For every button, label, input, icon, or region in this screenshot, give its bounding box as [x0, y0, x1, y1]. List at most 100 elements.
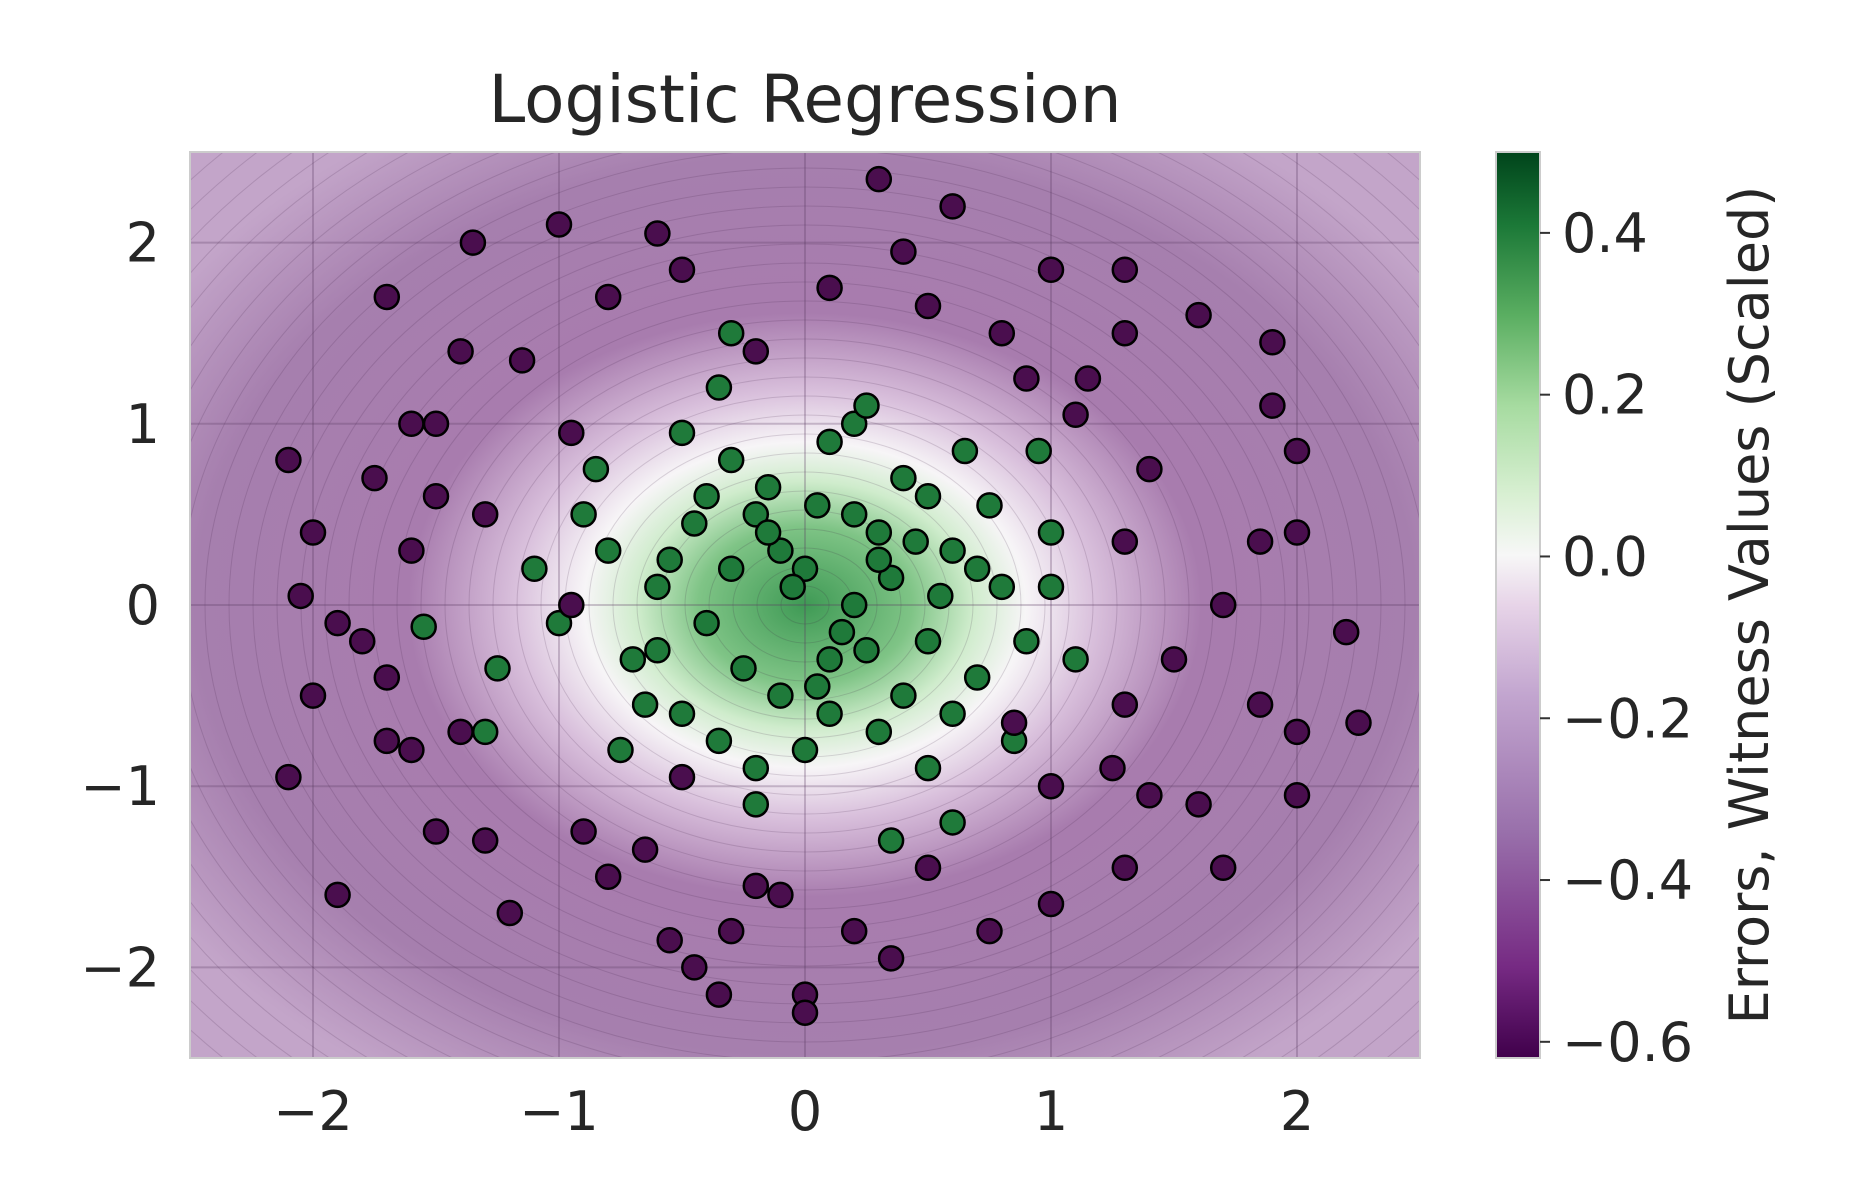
- scatter-point: [988, 573, 1016, 601]
- scatter-point: [287, 582, 314, 610]
- scatter-point: [668, 763, 696, 791]
- scatter-point: [914, 854, 942, 881]
- colorbar-tick-label: 0.4: [1562, 202, 1648, 265]
- scatter-point: [840, 501, 868, 528]
- scatter-point: [865, 546, 893, 573]
- scatter-point: [1111, 854, 1139, 881]
- scatter-point: [963, 664, 991, 691]
- scatter-point: [299, 682, 327, 709]
- scatter-point: [705, 374, 733, 401]
- scatter-point: [754, 473, 782, 501]
- scatter-point: [545, 609, 573, 637]
- scatter-point: [914, 292, 942, 320]
- x-tick-label: −1: [519, 1080, 599, 1143]
- contour-line: [252, 167, 1358, 1043]
- contour-line: [204, 152, 1406, 1058]
- x-axis-ticks: −2 −1 0 1 2: [273, 1080, 1314, 1143]
- scatter-point: [816, 700, 843, 727]
- colorbar-tick-label: 0.0: [1562, 525, 1648, 588]
- scatter-point: [902, 528, 929, 555]
- scatter-point: [447, 718, 474, 746]
- scatter-point: [398, 537, 425, 564]
- y-tick-label: −2: [80, 936, 160, 999]
- scatter-point: [742, 791, 770, 818]
- scatter-point: [865, 718, 893, 746]
- scatter-point: [877, 564, 905, 592]
- scatter-point: [705, 981, 733, 1008]
- scatter-point: [816, 274, 843, 302]
- scatter-point: [1283, 782, 1311, 809]
- scatter-point: [1259, 392, 1286, 419]
- scatter-point: [877, 827, 905, 854]
- scatter-point: [988, 319, 1016, 347]
- scatter-point: [730, 655, 757, 682]
- scatter-point: [681, 510, 708, 537]
- scatter-point: [693, 483, 720, 510]
- scatter-point: [1136, 782, 1163, 809]
- scatter-point: [422, 410, 450, 438]
- scatter-point: [631, 691, 659, 718]
- scatter-point: [1259, 329, 1286, 356]
- scatter-point: [1025, 437, 1052, 465]
- contour-line: [468, 338, 1142, 872]
- scatter-point: [877, 945, 905, 972]
- scatter-point: [558, 591, 585, 619]
- scatter-point: [816, 428, 843, 456]
- scatter-point: [927, 582, 954, 610]
- contour-line: [420, 300, 1190, 910]
- scatter-point: [1160, 646, 1188, 673]
- scatter-point: [939, 193, 966, 220]
- scatter-point: [804, 673, 831, 700]
- scatter-point: [545, 211, 573, 238]
- scatter-point: [410, 613, 437, 640]
- scatter-point: [1111, 256, 1139, 284]
- x-tick-label: 2: [1280, 1080, 1314, 1143]
- scatter-point: [1062, 646, 1089, 673]
- scatter-point: [767, 537, 794, 564]
- scatter-point: [816, 646, 843, 673]
- scatter-point: [804, 492, 831, 519]
- scatter-point: [594, 283, 622, 311]
- scatter-point: [373, 283, 401, 311]
- scatter-point: [570, 818, 597, 845]
- contour-line: [588, 433, 1022, 777]
- scatter-point: [594, 863, 622, 891]
- scatter-point: [939, 537, 966, 564]
- scatter-point: [570, 501, 597, 528]
- colorbar-gradient: [1495, 151, 1541, 1059]
- scatter-point: [717, 319, 745, 347]
- scatter-point: [348, 627, 376, 655]
- scatter-point: [976, 492, 1003, 519]
- scatter-point: [644, 637, 671, 664]
- scatter-point: [853, 392, 880, 419]
- colorbar: 0.4 0.2 0.0 −0.2 −0.4 −0.6 Errors, Witness Va…: [1495, 151, 1781, 1074]
- scatter-point: [1099, 754, 1126, 782]
- scatter-point: [594, 537, 622, 564]
- scatter-point: [705, 727, 733, 755]
- y-tick-label: 0: [126, 574, 160, 637]
- scatter-point: [791, 736, 819, 764]
- scatter-point: [717, 555, 745, 583]
- scatter-point: [508, 347, 536, 374]
- scatter-point: [914, 483, 942, 510]
- scatter-point: [1332, 618, 1360, 646]
- scatter-point: [644, 573, 671, 601]
- chart-title: Logistic Regression: [488, 61, 1121, 138]
- scatter-point: [951, 437, 979, 465]
- plot-frame: [189, 151, 1421, 1059]
- scatter-point: [742, 754, 770, 782]
- scatter-point: [742, 872, 770, 900]
- scatter-point: [324, 609, 351, 637]
- scatter-point: [619, 646, 647, 673]
- scatter-point: [1209, 854, 1237, 881]
- contour-line: [492, 357, 1118, 853]
- scatter-point: [668, 256, 696, 284]
- scatter-point: [471, 718, 499, 746]
- scatter-point: [496, 899, 524, 927]
- scatter-point: [963, 555, 991, 583]
- scatter-point: [631, 836, 659, 863]
- contour-line: [732, 547, 878, 663]
- colorbar-tick-label: −0.2: [1562, 687, 1693, 750]
- scatter-point: [1345, 709, 1372, 737]
